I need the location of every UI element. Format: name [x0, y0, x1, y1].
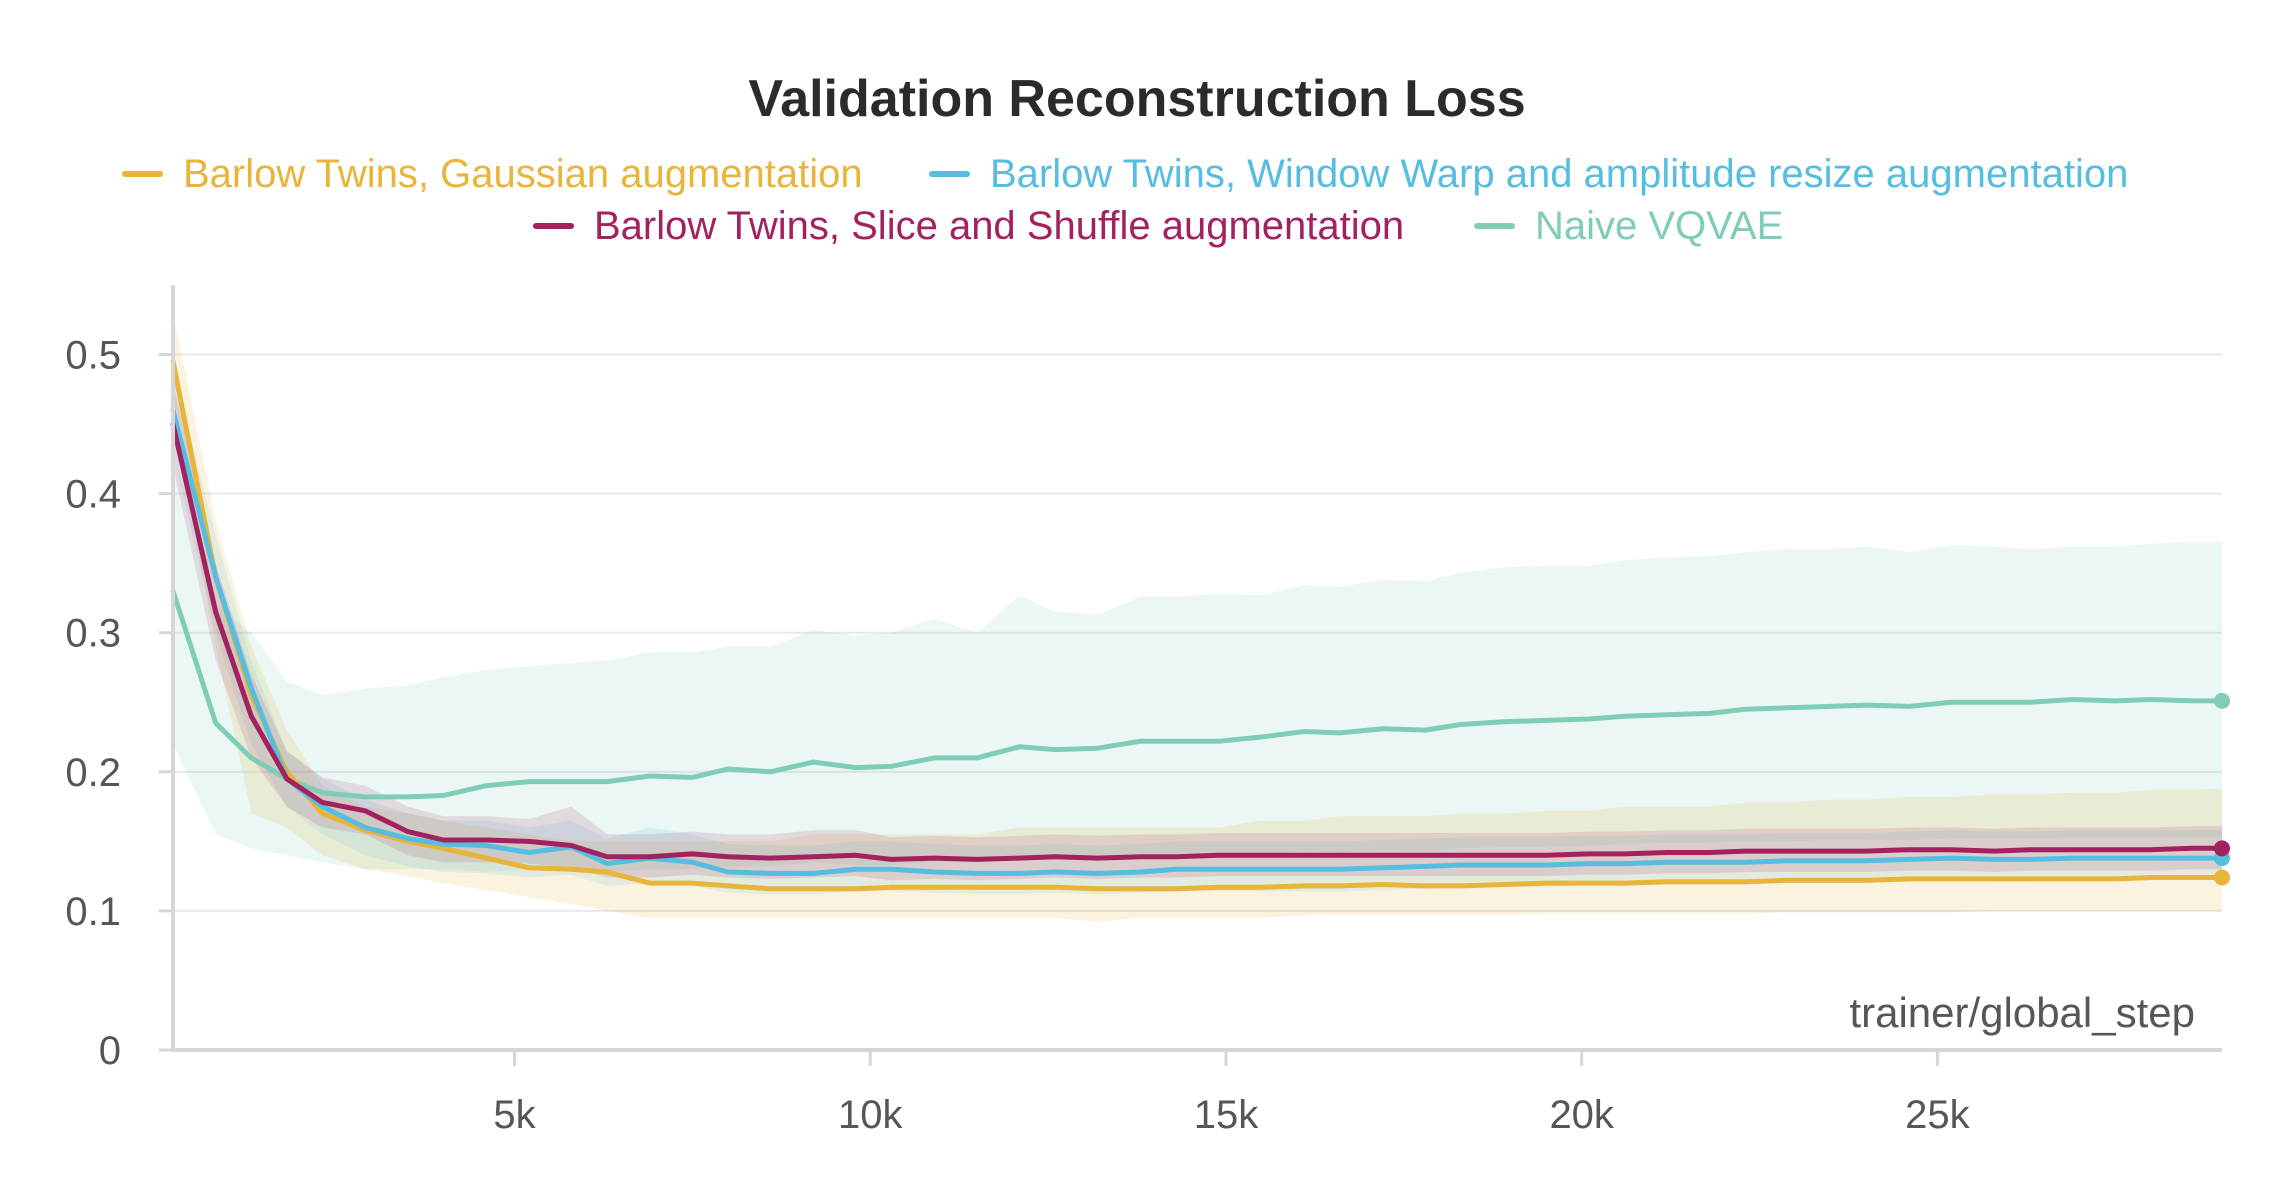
line-series-0[interactable]	[170, 359, 2225, 892]
line-series-1[interactable]	[170, 407, 2225, 876]
legend-label-1: Barlow Twins, Window Warp and amplitude …	[990, 152, 2128, 196]
endpoint-series-3[interactable]	[2214, 692, 2230, 709]
chart-title: Validation Reconstruction Loss	[748, 70, 1525, 128]
x-tick-label-4: 25k	[1905, 1093, 1970, 1137]
series-lines	[170, 359, 2225, 892]
y-tick-label-4: 0.4	[65, 473, 121, 517]
band-series-1	[173, 368, 2222, 895]
grid-lines	[173, 353, 2222, 912]
x-ticks: 5k 10k 15k 20k 25k	[493, 1050, 1971, 1137]
legend-label-2: Barlow Twins, Slice and Shuffle augmenta…	[594, 204, 1404, 248]
y-ticks: 0 0.1 0.2 0.3 0.4 0.5	[65, 334, 173, 1073]
x-tick-label-1: 10k	[838, 1093, 903, 1137]
endpoint-series-2[interactable]	[2214, 840, 2230, 857]
y-tick-label-5: 0.5	[65, 334, 121, 378]
band-series-3	[173, 451, 2222, 872]
line-series-2[interactable]	[170, 421, 2225, 862]
x-tick-label-0: 5k	[493, 1093, 536, 1137]
series-endpoints	[2214, 692, 2230, 886]
y-tick-label-0: 0	[99, 1029, 121, 1073]
line-series-3[interactable]	[170, 588, 2225, 800]
legend-label-3: Naive VQVAE	[1535, 204, 1783, 248]
legend-label-0: Barlow Twins, Gaussian augmentation	[183, 152, 863, 196]
y-tick-label-3: 0.3	[65, 612, 121, 656]
y-tick-label-1: 0.1	[65, 890, 121, 934]
x-tick-label-3: 20k	[1549, 1093, 1614, 1137]
x-axis-label: trainer/global_step	[1849, 989, 2195, 1036]
legend: Barlow Twins, Gaussian augmentation Barl…	[122, 152, 2128, 248]
x-tick-label-2: 15k	[1194, 1093, 1259, 1137]
y-tick-label-2: 0.2	[65, 751, 121, 795]
legend-item-2[interactable]: Barlow Twins, Slice and Shuffle augmenta…	[533, 204, 1404, 248]
legend-item-1[interactable]: Barlow Twins, Window Warp and amplitude …	[929, 152, 2128, 196]
legend-item-0[interactable]: Barlow Twins, Gaussian augmentation	[122, 152, 863, 196]
confidence-bands	[173, 312, 2222, 922]
legend-item-3[interactable]: Naive VQVAE	[1474, 204, 1783, 248]
endpoint-series-0[interactable]	[2214, 869, 2230, 886]
